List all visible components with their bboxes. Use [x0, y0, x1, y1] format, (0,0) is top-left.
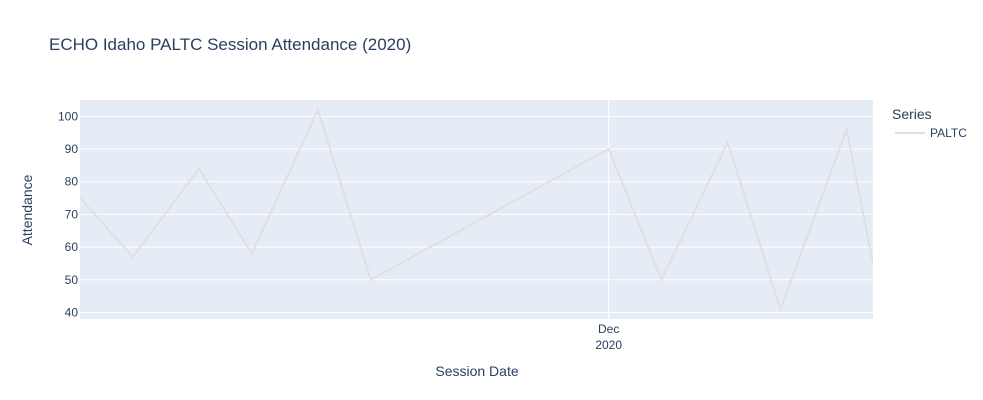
legend-label-paltc: PALTC [930, 126, 967, 140]
series-line-paltc[interactable] [80, 107, 873, 313]
x-tick-label-year: 2020 [595, 338, 622, 352]
y-tick-label: 100 [58, 109, 78, 123]
y-tick-label: 60 [65, 240, 79, 254]
x-axis-title: Session Date [435, 363, 518, 379]
legend[interactable]: Series PALTC [892, 106, 967, 140]
y-axis-title: Attendance [19, 174, 35, 245]
series-layer [80, 107, 873, 313]
plot-area [80, 100, 873, 319]
legend-title: Series [892, 106, 932, 122]
y-tick-label: 90 [65, 142, 79, 156]
y-tick-label: 70 [65, 207, 79, 221]
tick-labels: 40 50 60 70 80 90 100 Dec 2020 [58, 109, 622, 352]
chart-title: ECHO Idaho PALTC Session Attendance (202… [49, 35, 411, 54]
y-tick-label: 50 [65, 273, 79, 287]
y-tick-label: 40 [65, 305, 79, 319]
x-tick-label-month: Dec [598, 322, 619, 336]
y-tick-label: 80 [65, 175, 79, 189]
grid [80, 100, 873, 319]
